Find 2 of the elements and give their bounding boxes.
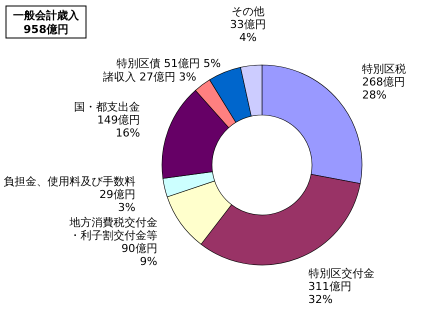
chart-title: 一般会計歳入 (13, 9, 80, 22)
title-box: 一般会計歳入 958億円 (6, 6, 86, 38)
